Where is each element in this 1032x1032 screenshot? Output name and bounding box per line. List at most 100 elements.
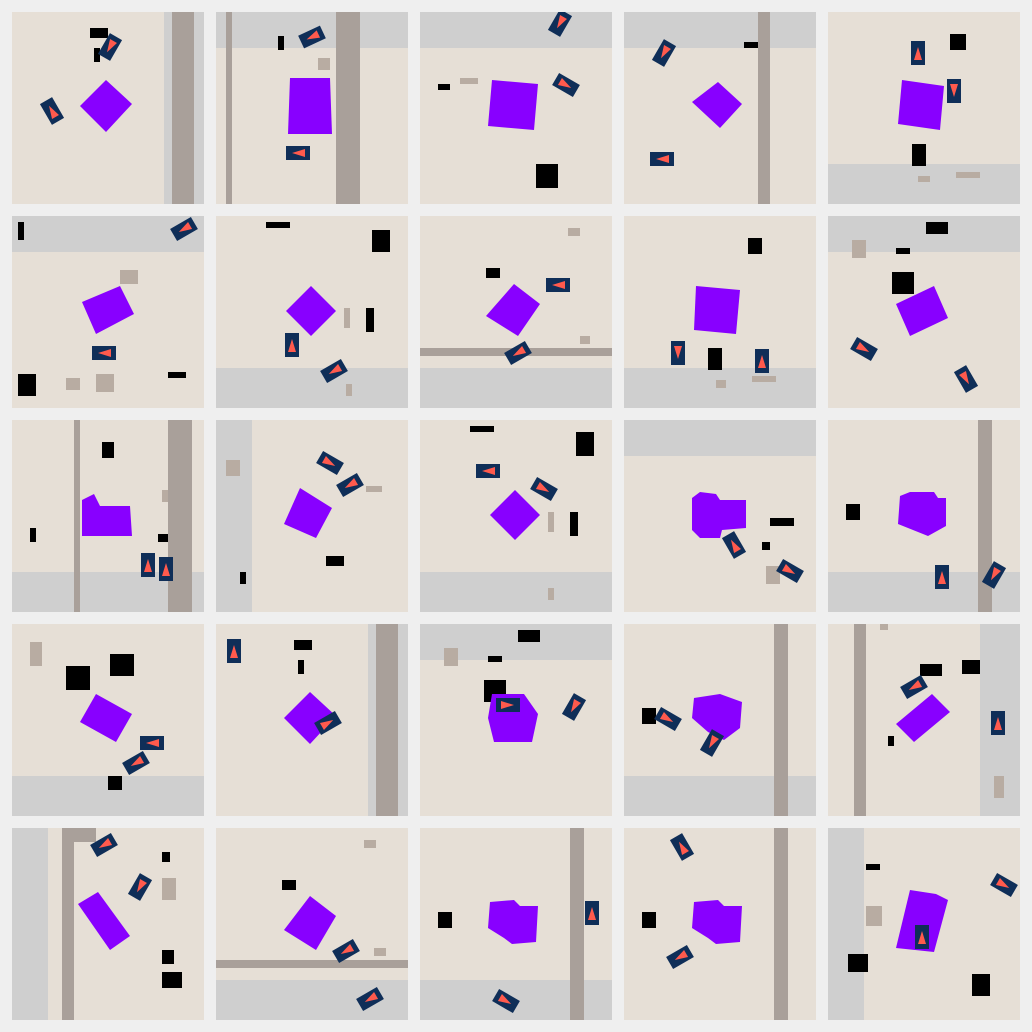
path (758, 12, 770, 204)
stone (318, 58, 330, 70)
obstacle (744, 42, 758, 48)
tile-r3c4 (624, 420, 816, 612)
obstacle (158, 534, 168, 542)
path (172, 12, 194, 204)
tile-r2c4 (624, 216, 816, 408)
car (39, 97, 65, 125)
arrow-icon (321, 456, 336, 466)
obstacle (162, 972, 182, 988)
road (420, 368, 612, 408)
arrow-icon (679, 841, 689, 856)
car (650, 152, 674, 166)
car (911, 41, 925, 65)
tile-r5c2 (216, 828, 408, 1020)
arrow-icon (661, 44, 671, 59)
obstacle (912, 144, 926, 166)
tile-r4c2 (216, 624, 408, 816)
path (854, 624, 866, 816)
obstacle (920, 664, 942, 676)
car (981, 561, 1007, 589)
car (141, 553, 155, 577)
stone (346, 384, 352, 396)
tile-r2c3 (420, 216, 612, 408)
stone (866, 906, 882, 926)
arrow-icon (918, 931, 926, 944)
obstacle (110, 654, 134, 676)
arrow-icon (659, 712, 674, 722)
obstacle (30, 528, 36, 542)
car (492, 988, 520, 1014)
obstacle (438, 912, 452, 928)
obstacle (326, 556, 344, 566)
stone (344, 308, 350, 328)
obstacle (570, 512, 578, 536)
agent-blob (896, 286, 948, 336)
stone (96, 374, 114, 392)
arrow-icon (656, 155, 669, 163)
tile-r1c5 (828, 12, 1020, 204)
car (755, 349, 769, 373)
stone (460, 78, 478, 84)
tile-r3c5 (828, 420, 1020, 612)
tile-r5c1 (12, 828, 204, 1020)
agent-blob (82, 286, 134, 334)
agent-blob (80, 80, 132, 132)
path (774, 828, 788, 1020)
car (122, 750, 150, 776)
agent-blob (692, 694, 742, 740)
arrow-icon (319, 720, 334, 730)
agent-blob (896, 694, 950, 742)
car (953, 365, 979, 393)
car (92, 346, 116, 360)
obstacle (848, 954, 868, 972)
arrow-icon (49, 105, 59, 120)
road (828, 164, 1020, 204)
car (356, 986, 384, 1012)
car (298, 25, 326, 49)
obstacle (486, 268, 500, 278)
agent-blob (80, 694, 132, 742)
tile-r1c1 (12, 12, 204, 204)
obstacle (576, 432, 594, 456)
car (504, 340, 532, 366)
obstacle (642, 912, 656, 928)
stone (716, 380, 726, 388)
arrow-icon (908, 680, 923, 690)
agent-blob (488, 900, 538, 944)
stone (548, 588, 554, 600)
car (850, 336, 878, 362)
path (62, 828, 74, 1020)
obstacle (282, 880, 296, 890)
stone (752, 376, 776, 382)
obstacle (366, 308, 374, 332)
tile-r2c1 (12, 216, 204, 408)
stone (66, 378, 80, 390)
obstacle (18, 374, 36, 396)
car (159, 557, 173, 581)
car (140, 736, 164, 750)
agent-blob (898, 492, 946, 536)
agent-blob (82, 494, 132, 536)
agent-blob (896, 890, 948, 952)
obstacle (892, 272, 914, 294)
tile-r2c5 (828, 216, 1020, 408)
arrow-icon (535, 482, 550, 492)
arrow-icon (674, 346, 682, 359)
path (570, 828, 584, 1020)
stone (918, 176, 930, 182)
obstacle (770, 518, 794, 526)
tile-r5c5 (828, 828, 1020, 1020)
car (990, 872, 1018, 898)
obstacle (708, 348, 722, 370)
arrow-icon (571, 698, 581, 713)
stone (444, 648, 458, 666)
tile-r4c3 (420, 624, 612, 816)
arrow-icon (855, 342, 870, 352)
stone (994, 776, 1004, 798)
agent-blob (692, 82, 742, 128)
arrow-icon (674, 950, 689, 960)
car (286, 146, 310, 160)
arrow-icon (731, 539, 741, 554)
arrow-icon (178, 222, 193, 232)
car (671, 341, 685, 365)
